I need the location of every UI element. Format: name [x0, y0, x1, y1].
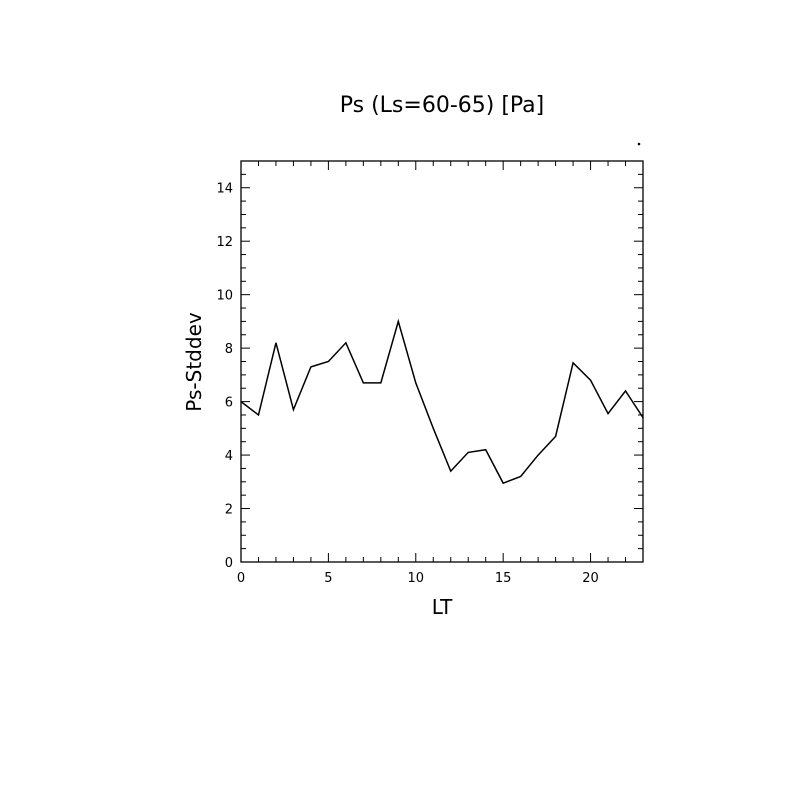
axis-ticks	[240, 160, 644, 563]
x-tick-label: 15	[495, 571, 512, 586]
y-tick-label: 0	[225, 556, 233, 571]
x-tick-label: 0	[237, 571, 245, 586]
y-tick-label: 10	[216, 289, 233, 304]
x-tick-label: 10	[408, 571, 425, 586]
y-tick-label: 6	[225, 396, 233, 411]
y-tick-label: 12	[216, 235, 233, 250]
chart-title: Ps (Ls=60-65) [Pa]	[340, 93, 545, 118]
series-group	[240, 318, 644, 485]
y-axis-title: Ps-Stddev	[182, 312, 206, 412]
y-tick-label: 4	[225, 449, 233, 464]
x-axis-title: LT	[432, 595, 453, 619]
x-tick-label: 20	[582, 571, 599, 586]
y-tick-label: 14	[216, 182, 233, 197]
tick-labels: 0 5 10 15 20 0 2 4 6 8 10 12 14	[216, 182, 598, 586]
series-line	[240, 318, 644, 485]
corner-mark	[637, 142, 641, 146]
plot-frame	[240, 160, 644, 563]
y-tick-label: 8	[225, 342, 233, 357]
y-tick-label: 2	[225, 503, 233, 518]
x-tick-label: 5	[324, 571, 332, 586]
